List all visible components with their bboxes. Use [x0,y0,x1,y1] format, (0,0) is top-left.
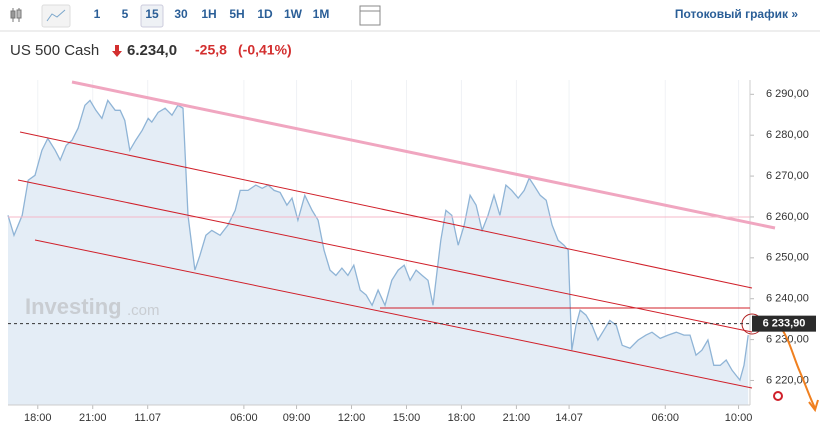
candle-icon[interactable] [10,8,22,22]
interval-button[interactable]: 1W [284,7,303,21]
y-tick-label: 6 280,00 [766,129,809,141]
y-tick-label: 6 270,00 [766,170,809,182]
interval-button[interactable]: 15 [145,7,159,21]
interval-button[interactable]: 5 [122,7,129,21]
change: -25,8 [195,42,227,58]
instrument: US 500 Cash [10,42,99,59]
watermark-brand: Investing [25,294,122,319]
interval-button[interactable]: 1M [313,7,330,21]
x-tick-label: 18:00 [24,412,52,424]
x-tick-label: 12:00 [338,412,366,424]
x-tick-label: 15:00 [393,412,421,424]
channel-line [17,179,753,333]
trend-line [71,80,776,230]
x-tick-label: 10:00 [725,412,753,424]
last-price-box [752,315,816,332]
x-tick-label: 06:00 [651,412,679,424]
y-tick-label: 6 220,00 [766,374,809,386]
interval-button[interactable]: 30 [174,7,188,21]
last-price-label: 6 233,90 [763,318,806,330]
area-icon-line [46,9,66,22]
plot: 18:00 21:00 11.07 06:00 09:00 12:00 15:00 18:00… [7,80,809,424]
active-interval [140,4,164,28]
change-pct: (-0,41%) [238,42,292,58]
y-tick-label: 6 260,00 [766,211,809,223]
area-fill [8,100,749,406]
price: 6.234,0 [127,42,177,59]
y-tick-label: 6 240,00 [766,293,809,305]
interval-button[interactable]: 5H [229,7,244,21]
table-icon[interactable] [359,5,381,26]
down-arrow [112,45,122,57]
interval-button[interactable]: 1H [201,7,216,21]
x-tick-label: 18:00 [448,412,476,424]
x-tick-label: 06:00 [230,412,258,424]
circle-marker [773,391,783,401]
x-tick-label: 09:00 [283,412,311,424]
forecast-arrowhead [808,399,819,413]
watermark-suffix: .com [127,302,160,319]
y-tick-label: 6 250,00 [766,252,809,264]
overlay: 6 233,90 [8,315,816,332]
x-tick-label: 21:00 [503,412,531,424]
interval-button[interactable]: 1D [257,7,273,21]
channel-line [34,239,753,389]
toolbar [0,0,820,31]
x-tick-label: 11.07 [134,412,161,424]
stream-link[interactable]: Потоковый график » [675,7,798,21]
drawings [8,80,819,413]
x-tick-label: 14.07 [555,412,583,424]
x-tick-label: 21:00 [79,412,107,424]
interval-button[interactable]: 1 [94,7,101,21]
channel-line [19,131,753,289]
y-tick-label: 6 290,00 [766,88,809,100]
intervals: 1 5 15 30 1H 5H 1D 1W 1M [94,7,330,21]
